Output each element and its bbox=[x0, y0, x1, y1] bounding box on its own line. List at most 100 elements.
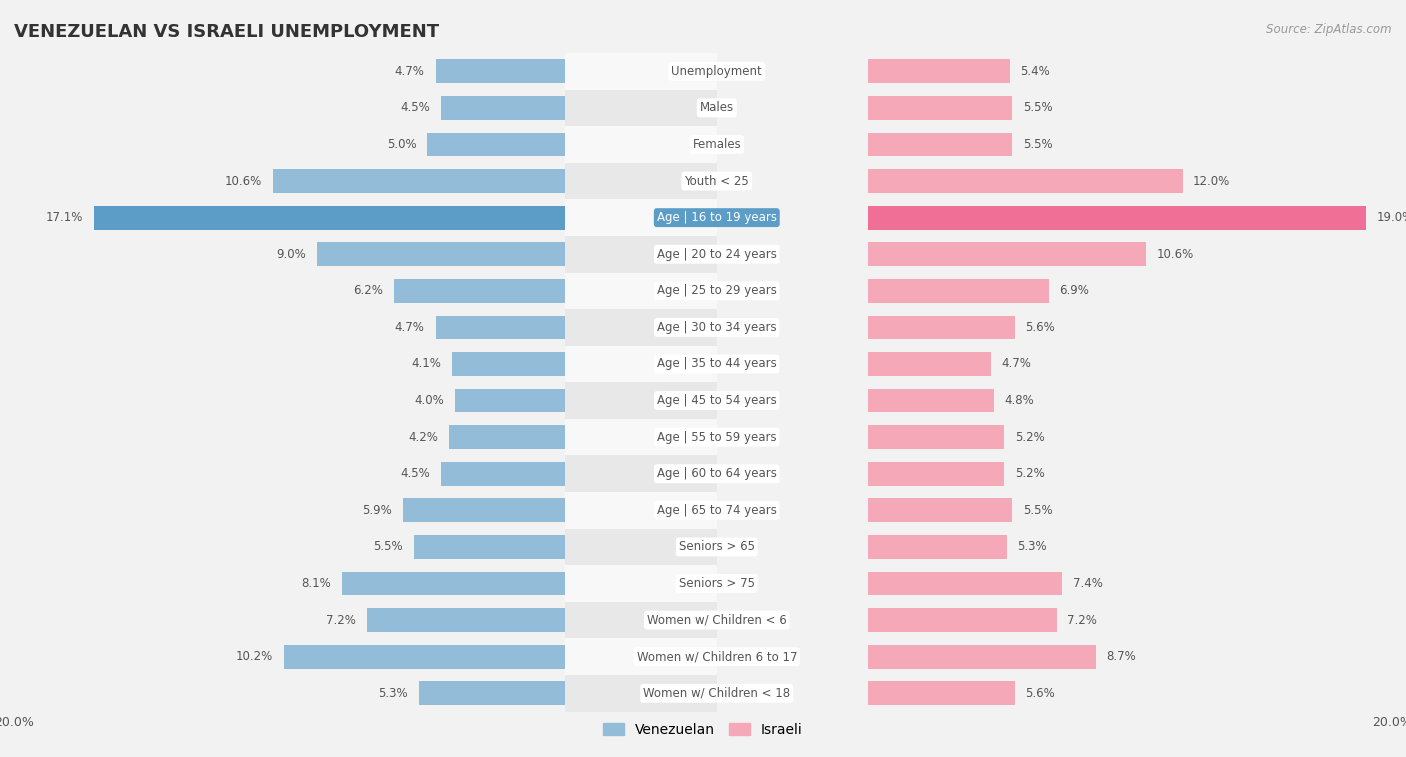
Text: Age | 35 to 44 years: Age | 35 to 44 years bbox=[657, 357, 776, 370]
Text: Age | 30 to 34 years: Age | 30 to 34 years bbox=[657, 321, 776, 334]
Text: Women w/ Children < 18: Women w/ Children < 18 bbox=[643, 687, 790, 699]
Bar bbox=[436, 316, 565, 339]
Bar bbox=[869, 279, 1049, 303]
Text: 5.5%: 5.5% bbox=[373, 540, 402, 553]
Bar bbox=[441, 96, 565, 120]
Text: 5.3%: 5.3% bbox=[378, 687, 408, 699]
Bar bbox=[367, 608, 565, 632]
Bar bbox=[565, 382, 1406, 419]
Bar bbox=[0, 602, 717, 638]
Bar bbox=[441, 462, 565, 486]
Text: Age | 16 to 19 years: Age | 16 to 19 years bbox=[657, 211, 776, 224]
Text: Females: Females bbox=[692, 138, 741, 151]
Bar bbox=[869, 388, 994, 413]
Bar bbox=[453, 352, 565, 376]
Bar bbox=[0, 53, 717, 89]
Text: 5.4%: 5.4% bbox=[1021, 65, 1050, 78]
Bar bbox=[0, 89, 869, 126]
Text: 5.3%: 5.3% bbox=[1018, 540, 1047, 553]
Bar bbox=[427, 132, 565, 157]
Bar bbox=[0, 419, 717, 456]
Bar bbox=[565, 199, 1406, 236]
Bar bbox=[318, 242, 565, 266]
Bar bbox=[869, 352, 991, 376]
Bar bbox=[565, 126, 1406, 163]
Text: 5.2%: 5.2% bbox=[1015, 431, 1045, 444]
Bar bbox=[869, 242, 1146, 266]
Bar bbox=[0, 273, 717, 309]
Bar bbox=[273, 169, 565, 193]
Text: Age | 20 to 24 years: Age | 20 to 24 years bbox=[657, 248, 776, 260]
Text: 4.5%: 4.5% bbox=[401, 467, 430, 480]
Text: Males: Males bbox=[700, 101, 734, 114]
Text: Age | 55 to 59 years: Age | 55 to 59 years bbox=[657, 431, 776, 444]
Text: 7.2%: 7.2% bbox=[1067, 614, 1097, 627]
Bar bbox=[0, 236, 717, 273]
Text: 5.5%: 5.5% bbox=[1022, 138, 1053, 151]
Bar bbox=[869, 316, 1015, 339]
Bar bbox=[565, 675, 1406, 712]
Text: Age | 25 to 29 years: Age | 25 to 29 years bbox=[657, 285, 776, 298]
Bar bbox=[0, 126, 869, 163]
Bar bbox=[565, 53, 1406, 89]
Bar bbox=[869, 535, 1007, 559]
Text: 10.6%: 10.6% bbox=[1156, 248, 1194, 260]
Bar bbox=[565, 565, 1406, 602]
Bar bbox=[0, 199, 717, 236]
Text: 7.4%: 7.4% bbox=[1073, 577, 1102, 590]
Bar bbox=[869, 645, 1097, 668]
Bar bbox=[0, 456, 869, 492]
Bar bbox=[869, 681, 1015, 706]
Bar bbox=[0, 602, 869, 638]
Bar bbox=[565, 309, 1406, 346]
Text: 8.7%: 8.7% bbox=[1107, 650, 1136, 663]
Bar bbox=[869, 572, 1062, 596]
Text: 5.6%: 5.6% bbox=[1025, 321, 1054, 334]
Text: 4.8%: 4.8% bbox=[1004, 394, 1035, 407]
Bar bbox=[94, 206, 565, 229]
Text: 4.2%: 4.2% bbox=[409, 431, 439, 444]
Text: Women w/ Children 6 to 17: Women w/ Children 6 to 17 bbox=[637, 650, 797, 663]
Text: Seniors > 65: Seniors > 65 bbox=[679, 540, 755, 553]
Text: 17.1%: 17.1% bbox=[45, 211, 83, 224]
Text: 6.9%: 6.9% bbox=[1060, 285, 1090, 298]
Bar bbox=[0, 346, 869, 382]
Text: Age | 65 to 74 years: Age | 65 to 74 years bbox=[657, 504, 776, 517]
Bar bbox=[869, 59, 1010, 83]
Bar bbox=[0, 528, 717, 565]
Bar bbox=[0, 675, 869, 712]
Bar bbox=[0, 309, 869, 346]
Bar bbox=[565, 236, 1406, 273]
Bar bbox=[402, 498, 565, 522]
Bar bbox=[0, 565, 717, 602]
Bar bbox=[869, 498, 1012, 522]
Bar bbox=[0, 492, 869, 528]
Bar bbox=[565, 456, 1406, 492]
Bar bbox=[565, 528, 1406, 565]
Text: 5.2%: 5.2% bbox=[1015, 467, 1045, 480]
Bar bbox=[565, 89, 1406, 126]
Text: 4.7%: 4.7% bbox=[395, 321, 425, 334]
Text: 5.9%: 5.9% bbox=[361, 504, 392, 517]
Text: 9.0%: 9.0% bbox=[277, 248, 307, 260]
Bar bbox=[0, 236, 869, 273]
Bar bbox=[0, 419, 869, 456]
Text: VENEZUELAN VS ISRAELI UNEMPLOYMENT: VENEZUELAN VS ISRAELI UNEMPLOYMENT bbox=[14, 23, 439, 41]
Bar bbox=[565, 419, 1406, 456]
Bar bbox=[0, 126, 717, 163]
Text: 19.0%: 19.0% bbox=[1376, 211, 1406, 224]
Bar bbox=[0, 492, 717, 528]
Text: Age | 45 to 54 years: Age | 45 to 54 years bbox=[657, 394, 776, 407]
Bar bbox=[0, 528, 869, 565]
Bar bbox=[0, 675, 717, 712]
Text: 5.6%: 5.6% bbox=[1025, 687, 1054, 699]
Bar bbox=[394, 279, 565, 303]
Text: 4.1%: 4.1% bbox=[412, 357, 441, 370]
Bar bbox=[0, 346, 717, 382]
Text: 6.2%: 6.2% bbox=[353, 285, 384, 298]
Bar bbox=[565, 273, 1406, 309]
Bar bbox=[0, 199, 869, 236]
Bar bbox=[565, 163, 1406, 199]
Bar bbox=[869, 206, 1365, 229]
Bar bbox=[565, 492, 1406, 528]
